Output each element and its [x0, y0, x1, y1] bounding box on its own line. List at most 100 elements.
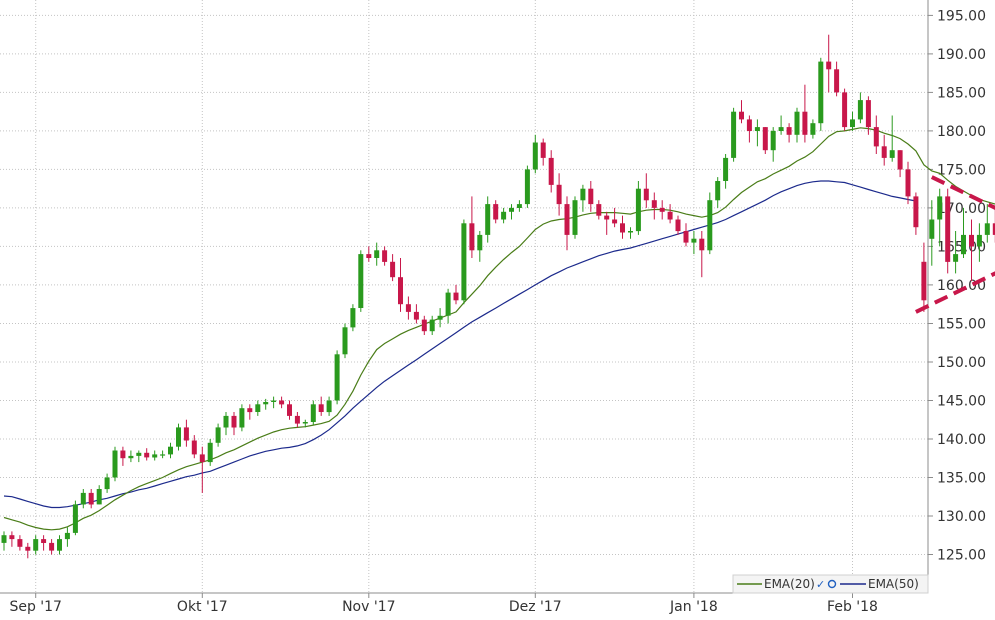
- candle-body: [865, 100, 871, 128]
- candle-up: [152, 450, 158, 461]
- candle-down: [620, 215, 625, 239]
- candle-down: [287, 400, 292, 420]
- candle-body: [279, 400, 285, 405]
- candle-up: [437, 308, 443, 328]
- y-tick-label: 145.00: [937, 394, 986, 410]
- candle-down: [651, 192, 657, 220]
- candle-down: [659, 200, 665, 220]
- candle-body: [183, 427, 189, 441]
- candle-down: [842, 88, 848, 131]
- candle-body: [33, 539, 39, 551]
- candle-down: [318, 396, 324, 416]
- candle-body: [707, 200, 713, 251]
- ema20-line: [3, 127, 995, 531]
- candle-down: [294, 412, 300, 428]
- x-tick-label: Nov '17: [342, 599, 395, 615]
- candle-body: [889, 150, 895, 158]
- candle-body: [310, 404, 316, 422]
- candle-down: [41, 535, 47, 551]
- candle-up: [302, 419, 308, 428]
- candle-body: [17, 539, 23, 547]
- candle-up: [374, 242, 380, 266]
- candle-body: [715, 181, 721, 201]
- candle-down: [564, 196, 570, 251]
- candle-body: [628, 231, 633, 233]
- candle-down: [25, 542, 31, 559]
- candle-up: [310, 400, 316, 426]
- candle-body: [675, 219, 681, 232]
- candle-body: [445, 292, 451, 316]
- candle-body: [929, 219, 935, 239]
- candle-body: [104, 477, 110, 490]
- candle-body: [485, 204, 491, 235]
- candle-down: [683, 223, 689, 247]
- candle-up: [818, 57, 824, 131]
- candle-body: [390, 261, 396, 278]
- candle-body: [41, 539, 47, 543]
- candle-body: [691, 238, 697, 243]
- x-tick-label: Feb '18: [827, 599, 878, 615]
- candle-down: [643, 173, 649, 208]
- candle-up: [136, 450, 142, 463]
- candle-body: [326, 400, 332, 413]
- candle-body: [57, 539, 62, 551]
- candle-body: [477, 234, 483, 251]
- candle-body: [231, 415, 237, 428]
- candle-body: [651, 200, 657, 208]
- candle-up: [857, 92, 863, 124]
- candle-body: [937, 196, 943, 220]
- candle-down: [699, 231, 705, 278]
- candle-up: [953, 231, 959, 274]
- candle-up: [715, 177, 721, 208]
- candle-body: [334, 354, 340, 401]
- candle-body: [905, 169, 911, 197]
- candle-down: [453, 284, 459, 305]
- settings-icon[interactable]: [827, 579, 837, 589]
- candle-up: [96, 485, 102, 505]
- candle-down: [667, 204, 673, 224]
- candle-body: [984, 223, 990, 235]
- y-tick-label: 170.00: [937, 201, 986, 217]
- candle-body: [818, 61, 824, 124]
- candle-body: [826, 61, 832, 70]
- candle-body: [9, 535, 15, 540]
- checkmark-icon[interactable]: ✓: [816, 578, 825, 591]
- y-tick-label: 130.00: [937, 509, 986, 525]
- candle-body: [271, 400, 277, 402]
- legend-ema20-label[interactable]: EMA(20): [764, 577, 815, 591]
- candle-up: [445, 288, 451, 324]
- candle-body: [287, 404, 292, 416]
- candle-body: [160, 454, 166, 456]
- x-tick-label: Sep '17: [9, 599, 62, 615]
- candle-up: [707, 192, 713, 255]
- candle-body: [731, 111, 737, 158]
- candle-down: [945, 188, 951, 274]
- candle-up: [477, 231, 483, 262]
- candle-down: [247, 404, 253, 420]
- candle-up: [223, 412, 229, 436]
- candle-body: [794, 111, 800, 135]
- candle-up: [929, 200, 935, 266]
- candle-body: [548, 157, 554, 185]
- candle-up: [731, 107, 737, 162]
- candle-body: [350, 308, 356, 328]
- candle-body: [207, 442, 213, 463]
- candle-body: [842, 92, 848, 128]
- candle-down: [556, 173, 562, 216]
- candle-up: [160, 450, 166, 459]
- candle-down: [826, 34, 832, 93]
- candle-up: [334, 350, 340, 405]
- candle-body: [294, 415, 300, 424]
- candle-down: [413, 304, 419, 324]
- candle-down: [199, 446, 205, 493]
- candle-body: [834, 69, 840, 93]
- candle-up: [104, 473, 110, 493]
- candle-up: [691, 231, 697, 255]
- candle-body: [556, 184, 562, 205]
- legend-ema50-label[interactable]: EMA(50): [868, 577, 919, 591]
- x-tick-label: Dez '17: [509, 599, 562, 615]
- candle-body: [358, 254, 364, 308]
- candle-body: [667, 211, 673, 220]
- candle-body: [168, 446, 173, 455]
- trendline: [930, 175, 995, 211]
